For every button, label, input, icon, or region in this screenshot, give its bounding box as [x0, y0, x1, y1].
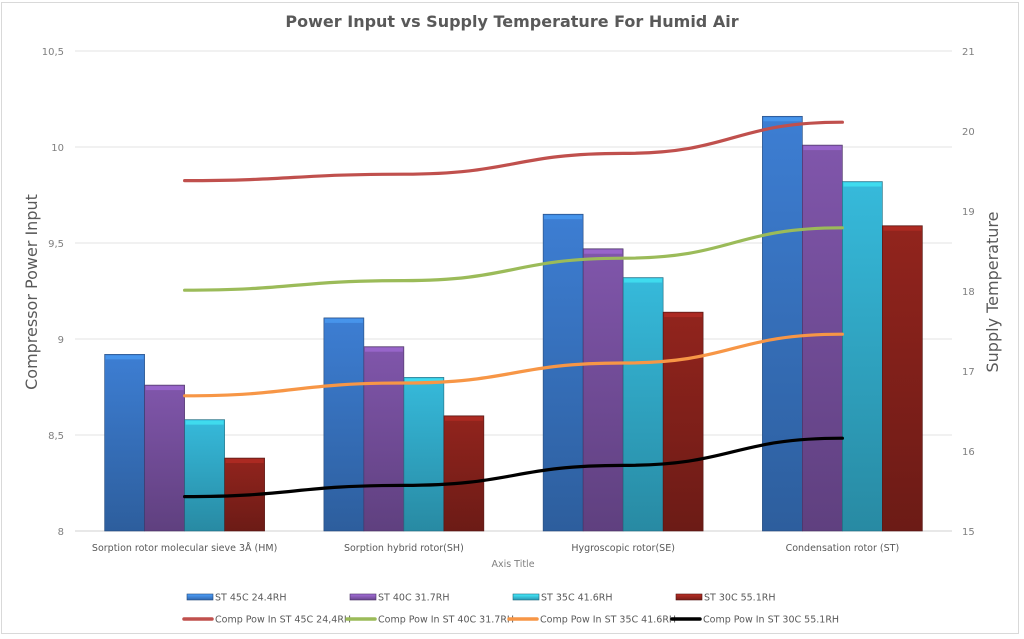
bar-highlight	[364, 347, 403, 352]
y-tick-label: 10,5	[42, 47, 64, 58]
bar	[184, 419, 225, 532]
legend-item: Comp Pow In ST 45C 24,4RH	[182, 615, 351, 626]
bar	[622, 277, 664, 532]
bar	[363, 346, 405, 532]
bar-highlight	[584, 249, 623, 254]
bar-highlight	[324, 318, 363, 323]
y-tick-label: 8,5	[48, 431, 64, 442]
series-line	[183, 332, 844, 398]
bar-highlight	[843, 182, 882, 187]
legend-item: Comp Pow In ST 40C 31.7RH	[345, 615, 514, 626]
x-tick-label: Sorption rotor molecular sieve 3Å (HM)	[92, 542, 277, 554]
lines	[183, 120, 844, 499]
bar-highlight	[664, 313, 703, 318]
bar-highlight	[763, 117, 802, 122]
bar	[662, 311, 704, 532]
bar-rect	[582, 248, 624, 532]
legend-swatch	[675, 593, 703, 601]
bar-rect	[144, 384, 185, 532]
bar-rect	[184, 419, 225, 532]
x-tick-label: Sorption hybrid rotor(SH)	[344, 543, 464, 554]
bar-highlight	[883, 226, 922, 231]
y-axis-title: Compressor Power Input	[22, 194, 41, 390]
bar-rect	[542, 213, 584, 532]
bar-highlight	[225, 459, 264, 464]
bar-rect	[323, 317, 365, 532]
y-tick-label: 9,5	[48, 239, 64, 250]
legend-item: ST 45C 24.4RH	[186, 593, 287, 604]
x-tick-label: Hygroscopic rotor(SE)	[571, 543, 675, 554]
legend-label: ST 40C 31.7RH	[378, 593, 450, 604]
legend-swatch	[186, 593, 214, 601]
bar-highlight	[404, 378, 443, 383]
y-tick-label: 10	[51, 143, 64, 154]
bar	[802, 144, 843, 532]
bars	[104, 115, 923, 532]
y2-tick-label: 19	[962, 207, 975, 218]
y2-tick-label: 17	[962, 367, 975, 378]
bar	[443, 415, 485, 532]
right-axis-ticks: 15 16 17 18 19 20 21	[962, 47, 975, 538]
legend-label: Comp Pow In ST 45C 24,4RH	[215, 615, 351, 626]
bar-rect	[662, 311, 704, 532]
y-tick-label: 8	[58, 527, 64, 538]
y2-axis-title: Supply Temperature	[983, 212, 1002, 373]
legend-item: Comp Pow In ST 35C 41.6RH	[507, 615, 676, 626]
series-line	[183, 120, 844, 183]
bar	[403, 377, 445, 532]
bar-rect	[842, 181, 883, 532]
legend: ST 45C 24.4RH ST 40C 31.7RH ST 35C 41.6RH S…	[182, 593, 839, 626]
bar	[842, 181, 883, 532]
bar	[323, 317, 365, 532]
y2-tick-label: 18	[962, 287, 975, 298]
y2-tick-label: 15	[962, 527, 975, 538]
y2-tick-label: 20	[962, 127, 975, 138]
bar	[542, 213, 584, 532]
bar	[104, 354, 145, 532]
left-axis-ticks: 8 8,5 9 9,5 10 10,5	[42, 47, 64, 538]
y2-tick-label: 21	[962, 47, 975, 58]
legend-item: Comp Pow In ST 30C 55.1RH	[670, 615, 839, 626]
series-line	[183, 436, 844, 499]
bar-rect	[363, 346, 405, 532]
bar-rect	[882, 225, 923, 532]
bar-rect	[762, 115, 803, 532]
bar-highlight	[185, 420, 224, 425]
y-tick-label: 9	[58, 335, 64, 346]
legend-label: ST 35C 41.6RH	[541, 593, 613, 604]
x-tick-label: Condensation rotor (ST)	[786, 543, 900, 554]
legend-swatch	[349, 593, 377, 601]
legend-label: ST 45C 24.4RH	[215, 593, 287, 604]
bar-highlight	[105, 355, 144, 360]
legend-item: ST 35C 41.6RH	[512, 593, 613, 604]
bar	[762, 115, 803, 532]
bar-rect	[104, 354, 145, 532]
bar-rect	[802, 144, 843, 532]
x-axis-title: Axis Title	[491, 559, 534, 570]
legend-item: ST 30C 55.1RH	[675, 593, 776, 604]
bar-rect	[622, 277, 664, 532]
bar-highlight	[145, 386, 184, 391]
legend-swatch	[512, 593, 540, 601]
bar	[882, 225, 923, 532]
bar-highlight	[444, 416, 483, 421]
bar	[144, 384, 185, 532]
legend-label: Comp Pow In ST 30C 55.1RH	[703, 615, 839, 626]
legend-label: ST 30C 55.1RH	[704, 593, 776, 604]
legend-label: Comp Pow In ST 40C 31.7RH	[378, 615, 514, 626]
chart-title: Power Input vs Supply Temperature For Hu…	[285, 12, 739, 31]
bar	[582, 248, 624, 532]
bar-rect	[403, 377, 445, 532]
bar-rect	[443, 415, 485, 532]
legend-item: ST 40C 31.7RH	[349, 593, 450, 604]
category-labels: Sorption rotor molecular sieve 3Å (HM) So…	[92, 542, 899, 554]
y2-tick-label: 16	[962, 447, 975, 458]
legend-label: Comp Pow In ST 35C 41.6RH	[540, 615, 676, 626]
bar-highlight	[544, 215, 583, 220]
bar-highlight	[624, 278, 663, 283]
bar-highlight	[803, 146, 842, 151]
series-line	[183, 226, 844, 292]
